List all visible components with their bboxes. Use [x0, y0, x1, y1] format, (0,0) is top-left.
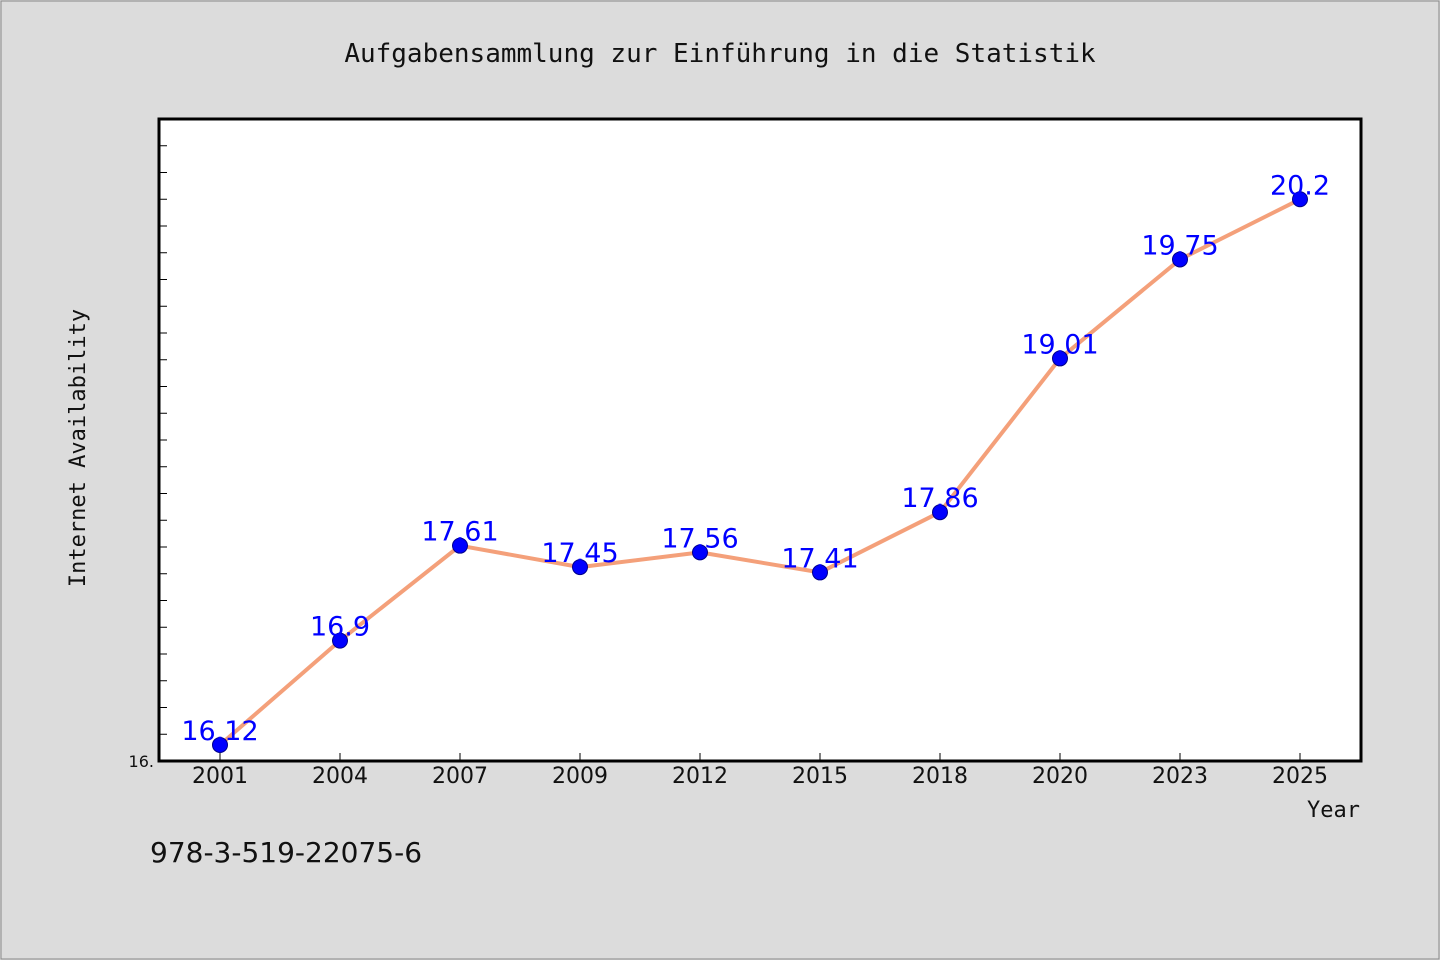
x-axis-ticks: 2001 2004 2007 2009 2012 2015 2018 2020 2023 2025 — [192, 753, 1328, 789]
series-markers — [212, 191, 1308, 753]
data-label: 16.9 — [310, 612, 370, 643]
data-point — [452, 537, 468, 554]
plot-area — [157, 117, 1363, 763]
x-tick-label: 2018 — [912, 764, 968, 789]
chart-title: Aufgabensammlung zur Einführung in die S… — [344, 39, 1096, 69]
data-point — [1052, 350, 1068, 367]
data-label: 17.41 — [781, 543, 858, 574]
isbn-footer: 978-3-519-22075-6 — [150, 836, 422, 869]
x-tick-label: 2009 — [552, 764, 608, 789]
y-axis-ticks — [159, 118, 167, 762]
x-axis-label: Year — [1307, 798, 1360, 823]
x-tick-label: 2007 — [432, 764, 488, 789]
data-label: 17.45 — [541, 538, 618, 569]
x-tick-label: 2025 — [1272, 764, 1328, 789]
data-point — [692, 544, 708, 561]
data-label: 17.56 — [661, 523, 738, 554]
x-tick-label: 2004 — [312, 764, 368, 789]
data-label: 19.75 — [1141, 230, 1218, 261]
data-point — [812, 564, 828, 581]
data-label: 17.86 — [901, 483, 978, 514]
x-tick-label: 2012 — [672, 764, 728, 789]
data-labels: 16.12 16.9 17.61 17.45 17.56 17.41 17.86 19.01 1… — [181, 170, 1330, 747]
x-tick-label: 2001 — [192, 764, 248, 789]
y-axis-label: Internet Availability — [66, 309, 91, 587]
data-point — [332, 632, 348, 649]
data-point — [1172, 251, 1188, 268]
x-tick-label: 2023 — [1152, 764, 1208, 789]
data-label: 17.61 — [421, 517, 498, 548]
data-label: 19.01 — [1021, 329, 1098, 360]
data-point — [932, 504, 948, 521]
data-label: 20.2 — [1270, 170, 1330, 201]
data-point — [212, 736, 228, 753]
data-point — [572, 559, 588, 576]
y-tick-label: 16. — [129, 752, 154, 771]
data-point — [1292, 191, 1308, 208]
data-label: 16.12 — [181, 716, 258, 747]
x-tick-label: 2020 — [1032, 764, 1088, 789]
x-tick-label: 2015 — [792, 764, 848, 789]
series-line — [218, 197, 1301, 747]
